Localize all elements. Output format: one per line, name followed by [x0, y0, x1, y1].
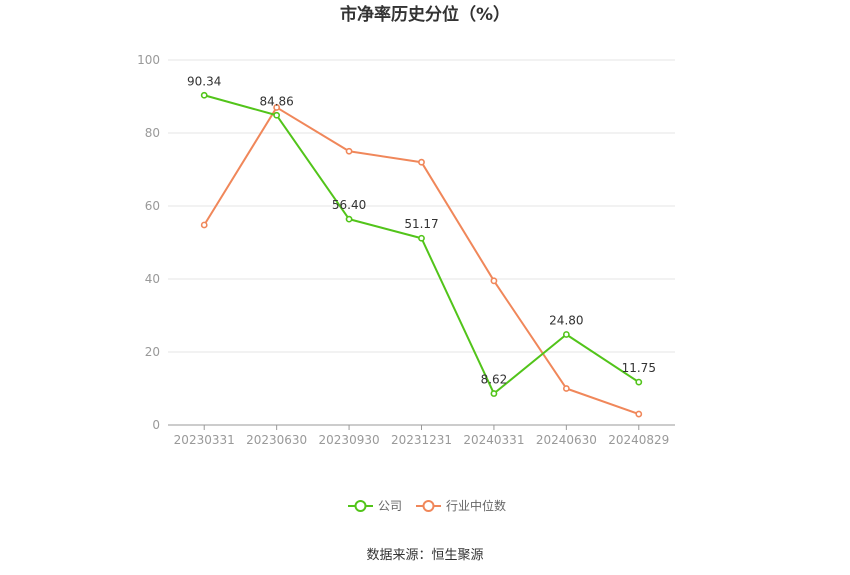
legend-label: 公司	[378, 499, 402, 513]
series-line-1	[203, 106, 640, 415]
data-point	[200, 221, 208, 229]
data-point	[273, 104, 281, 111]
x-tick-label: 20230930	[319, 433, 380, 447]
series-line-0	[203, 94, 640, 395]
data-labels: 90.34 84.86 56.40 51.17 8.62 24.80 11.75	[187, 74, 656, 386]
data-point	[200, 91, 208, 99]
x-tick-label: 20240829	[608, 433, 669, 447]
data-label: 56.40	[332, 198, 366, 212]
y-tick-label: 20	[145, 345, 160, 359]
y-tick-label: 40	[145, 272, 160, 286]
y-tick-label: 100	[137, 53, 160, 67]
legend-marker	[354, 500, 367, 512]
data-label: 84.86	[259, 94, 293, 108]
data-label: 11.75	[622, 361, 656, 375]
chart-title: 市净率历史分位（%）	[340, 4, 510, 25]
data-point	[562, 331, 570, 338]
data-label: 24.80	[549, 313, 583, 327]
legend[interactable]: 公司 行业中位数	[348, 498, 506, 513]
data-point	[273, 111, 281, 119]
source-text: 数据来源：恒生聚源	[366, 548, 483, 563]
legend-item-1[interactable]: 行业中位数	[416, 498, 506, 513]
x-tick-label: 20230630	[246, 433, 307, 447]
series-group	[200, 91, 643, 418]
x-axis: 20230331 20230630 20230930 20231231 20240331…	[168, 424, 675, 447]
x-tick-label: 20230331	[174, 433, 235, 447]
x-tick-label: 20240331	[463, 433, 524, 447]
data-point	[635, 378, 643, 386]
data-point	[490, 277, 498, 285]
legend-marker	[422, 500, 435, 512]
data-point	[490, 390, 498, 397]
data-point	[418, 234, 425, 242]
y-tick-label: 80	[145, 126, 160, 140]
y-tick-label: 60	[145, 199, 160, 213]
legend-label: 行业中位数	[446, 498, 506, 513]
data-point	[345, 215, 353, 223]
data-point	[562, 385, 570, 392]
data-point	[345, 147, 353, 155]
x-tick-label: 20240630	[536, 433, 597, 447]
grid	[168, 59, 675, 353]
data-point	[635, 410, 643, 418]
x-tick-label: 20231231	[391, 433, 452, 447]
legend-item-0[interactable]: 公司	[348, 499, 402, 513]
data-label: 51.17	[404, 217, 438, 231]
data-label: 90.34	[187, 74, 221, 88]
y-tick-label: 0	[152, 418, 160, 432]
y-axis: 0 20 40 60 80 100	[137, 53, 160, 432]
data-point	[418, 158, 425, 166]
data-label: 8.62	[481, 373, 508, 387]
